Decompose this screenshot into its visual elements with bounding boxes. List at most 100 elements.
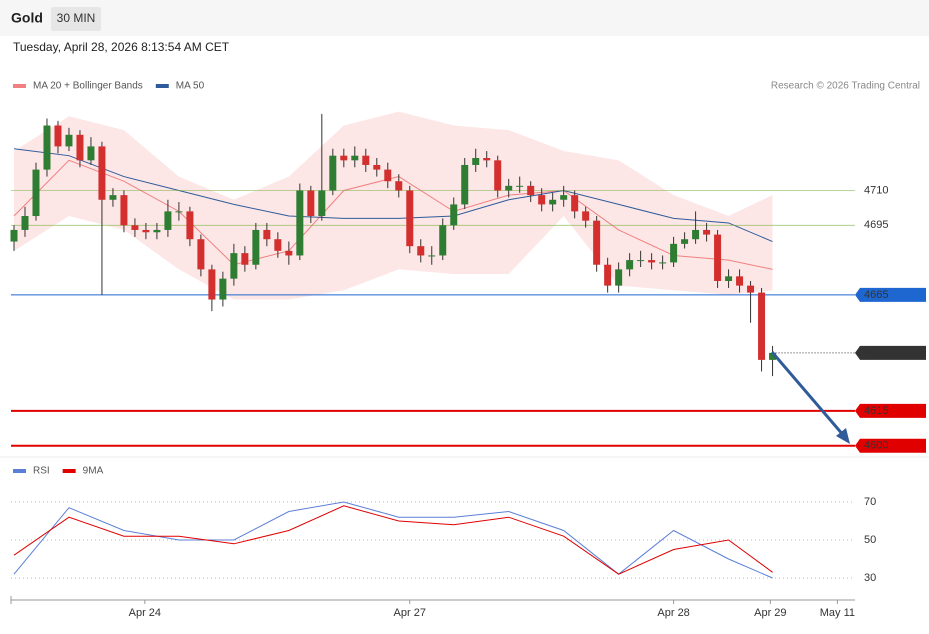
legend-swatch <box>13 84 26 88</box>
candle-body <box>329 155 337 191</box>
candle-body <box>604 264 612 286</box>
y-tick-label: 30 <box>864 572 876 584</box>
credit: Research © 2026 Trading Central <box>771 81 920 92</box>
symbol: Gold <box>11 10 43 26</box>
y-tick-label: 50 <box>864 534 876 546</box>
legend-label: 9MA <box>83 466 104 477</box>
legend-label: RSI <box>33 466 50 477</box>
candle-body <box>120 195 128 226</box>
level-label: 4600 <box>864 440 888 452</box>
chart-layer: MA 20 + Bollinger Bands MA 50 4710 4695 4665… <box>10 81 926 619</box>
candle-body <box>142 229 150 233</box>
level-label: 4665 <box>864 289 888 301</box>
candle-body <box>571 195 579 212</box>
forecast-arrow <box>770 351 846 437</box>
candle-body <box>54 125 62 147</box>
candle-body <box>384 169 392 182</box>
candle-body <box>318 190 326 217</box>
x-tick-label: May 11 <box>820 607 855 619</box>
candle-body <box>703 229 711 235</box>
candle-body <box>681 239 689 244</box>
candle-body <box>21 216 29 230</box>
candle-body <box>230 253 238 279</box>
candle-body <box>428 255 436 257</box>
candle-body <box>373 164 381 170</box>
candle-body <box>439 225 447 256</box>
candle-body <box>98 146 106 200</box>
candle-body <box>362 155 370 165</box>
candle-body <box>406 190 414 247</box>
candle-body <box>10 229 18 242</box>
y-tick-label: 70 <box>864 496 876 508</box>
candle-body <box>461 164 469 205</box>
candle-body <box>175 211 183 213</box>
legend-swatch <box>13 469 26 473</box>
candle-body <box>219 278 227 300</box>
header-bar <box>0 0 929 36</box>
candle-body <box>285 250 293 256</box>
candle-body <box>241 253 249 265</box>
candle-body <box>87 146 95 161</box>
candle-body <box>505 185 513 191</box>
candle-body <box>747 285 755 293</box>
candle-body <box>725 276 733 281</box>
legend-label: MA 20 + Bollinger Bands <box>33 81 143 92</box>
rsi-line <box>13 501 773 579</box>
candle-body <box>692 229 700 240</box>
candle-body <box>32 169 40 217</box>
interval-button[interactable] <box>51 7 101 31</box>
level-label: 4615 <box>864 405 888 417</box>
candle-body <box>65 134 73 147</box>
candle-body <box>351 155 359 161</box>
candle-body <box>714 234 722 281</box>
level-label: 4695 <box>864 219 888 231</box>
candle-body <box>164 211 172 230</box>
candle-body <box>549 199 557 205</box>
candle-body <box>76 134 84 161</box>
candle-body <box>527 185 535 196</box>
candle-body <box>417 246 425 256</box>
candle-body <box>263 229 271 240</box>
candle-body <box>197 239 205 270</box>
candle-body <box>109 195 117 200</box>
level-tag <box>855 287 926 302</box>
x-tick-label: Apr 28 <box>657 607 689 619</box>
candle-body <box>252 229 260 265</box>
level-label: 4710 <box>864 184 888 196</box>
candle-body <box>582 211 590 221</box>
candle-body <box>538 195 546 205</box>
candle-body <box>131 225 139 230</box>
candle-body <box>659 262 667 264</box>
ma50-line <box>13 148 773 242</box>
candle-body <box>670 243 678 263</box>
level-tag <box>855 403 926 418</box>
candle-body <box>615 269 623 286</box>
forecast-arrow-head <box>836 428 850 444</box>
legend-label: MA 50 <box>176 81 205 92</box>
level-tag <box>855 438 926 453</box>
x-tick-label: Apr 29 <box>754 607 786 619</box>
candle-body <box>43 125 51 170</box>
candle-body <box>758 292 766 360</box>
candle-body <box>208 269 216 300</box>
candle-body <box>296 190 304 256</box>
level-tag <box>855 345 926 360</box>
rsi-line <box>13 505 773 575</box>
candle-body <box>186 211 194 240</box>
candle-body <box>626 260 634 270</box>
legend-swatch <box>155 84 169 88</box>
candle-body <box>560 195 568 200</box>
x-tick-label: Apr 27 <box>394 607 426 619</box>
candle-body <box>593 220 601 265</box>
candle-body <box>483 158 491 161</box>
timestamp: Tuesday, April 28, 2026 8:13:54 AM CET <box>13 40 230 54</box>
x-tick-label: Apr 24 <box>129 607 161 619</box>
candle-body <box>274 239 282 251</box>
candle-body <box>307 190 315 217</box>
candle-body <box>153 229 161 233</box>
candle-body <box>494 160 502 191</box>
candle-body <box>472 158 480 165</box>
candle-body <box>637 260 645 262</box>
interval[interactable]: 30 MIN <box>57 11 96 25</box>
